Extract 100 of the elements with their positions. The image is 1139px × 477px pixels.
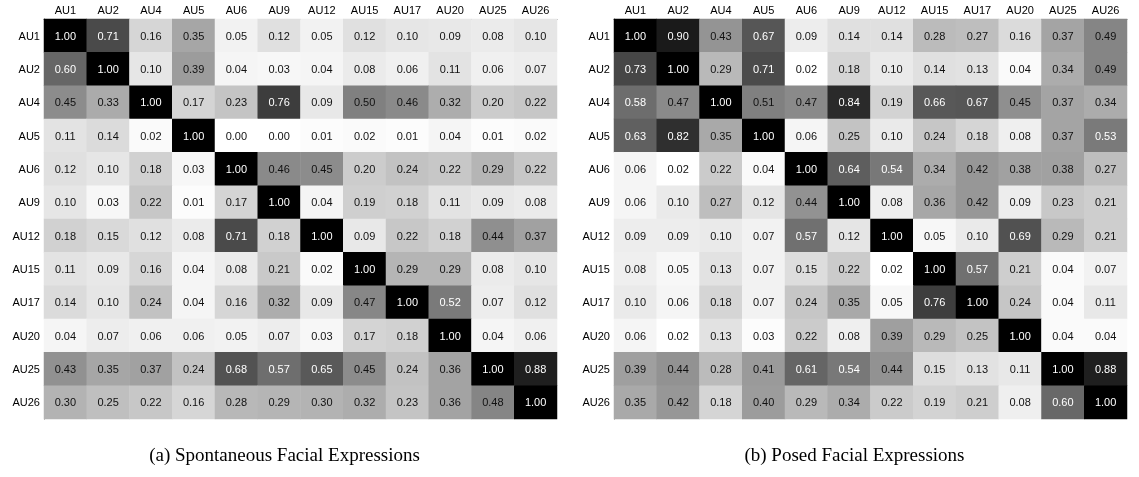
x-tick-label: AU17 [963,3,992,16]
data-label: 0.03 [268,63,290,75]
data-label: 0.02 [667,163,689,175]
data-label: 0.37 [1052,96,1074,109]
data-label: 0.17 [182,96,205,109]
data-label: 1.00 [1052,363,1074,375]
data-label: 0.18 [396,196,419,209]
data-label: 0.53 [1094,129,1117,142]
data-label: 0.09 [1009,196,1031,209]
y-tick-label: AU12 [12,229,40,242]
data-label: 0.24 [396,163,419,175]
x-tick-label: AU20 [1006,3,1034,16]
data-label: 0.06 [524,329,547,342]
data-label: 0.13 [966,363,989,375]
data-label: 0.29 [268,396,290,409]
data-label: 1.00 [482,363,504,375]
data-label: 1.00 [225,163,248,175]
x-tick-label: AU1 [54,3,77,16]
data-label: 0.47 [353,296,376,309]
data-label: 0.90 [667,29,689,42]
data-label: 0.07 [482,296,504,309]
data-label: 0.15 [97,229,119,242]
data-label: 0.15 [923,363,946,375]
data-label: 0.18 [140,163,162,175]
data-label: 0.08 [482,29,504,42]
data-label: 1.00 [140,96,162,109]
y-tick-label: AU1 [18,29,40,42]
data-label: 0.11 [439,63,461,75]
x-tick-label: AU12 [878,3,906,16]
data-label: 1.00 [1094,396,1117,409]
data-label: 0.45 [54,96,77,109]
data-label: 0.66 [923,96,946,109]
data-label: 0.12 [140,229,162,242]
y-tick-label: AU17 [582,296,610,309]
data-label: 0.54 [838,363,860,375]
data-label: 0.02 [140,129,162,142]
data-label: 0.60 [54,63,77,75]
data-label: 0.08 [1009,129,1031,142]
data-label: 0.06 [482,63,504,75]
y-tick-label: AU2 [588,63,610,75]
data-label: 0.47 [667,96,689,109]
data-label: 0.11 [1095,296,1116,309]
data-label: 0.16 [140,263,162,275]
data-label: 0.42 [966,196,989,209]
data-label: 0.16 [1009,29,1031,42]
data-label: 0.08 [624,263,647,275]
data-label: 0.07 [524,63,547,75]
data-label: 0.13 [710,263,732,275]
data-label: 0.34 [1094,96,1117,109]
data-label: 0.33 [97,96,119,109]
data-label: 0.29 [396,263,419,275]
data-label: 0.07 [268,329,290,342]
data-label: 0.24 [795,296,818,309]
data-label: 0.45 [353,363,376,375]
data-label: 0.44 [881,363,903,375]
data-label: 0.14 [881,29,903,42]
data-label: 0.76 [923,296,946,309]
data-label: 0.35 [838,296,860,309]
data-label: 0.18 [396,329,419,342]
data-label: 0.23 [225,96,248,109]
data-label: 0.47 [795,96,818,109]
data-label: 1.00 [795,163,818,175]
data-label: 0.22 [140,396,162,409]
data-label: 0.06 [795,129,818,142]
data-label: 0.29 [1052,229,1074,242]
y-tick-label: AU26 [582,396,610,409]
x-tick-label: AU26 [1091,3,1120,16]
data-label: 0.69 [1009,229,1031,242]
data-label: 0.09 [97,263,119,275]
data-label: 0.32 [439,96,461,109]
data-label: 0.27 [710,196,732,209]
data-label: 0.00 [225,129,248,142]
data-label: 0.04 [311,63,333,75]
data-label: 0.18 [710,396,732,409]
x-tick-label: AU2 [667,3,689,16]
data-label: 0.28 [923,29,946,42]
data-label: 0.21 [966,396,989,409]
data-label: 1.00 [710,96,732,109]
y-tick-label: AU9 [588,196,610,209]
data-label: 0.10 [524,29,547,42]
data-label: 0.10 [624,296,647,309]
data-label: 0.37 [1052,129,1074,142]
x-tick-label: AU25 [479,3,507,16]
data-label: 0.11 [439,196,461,209]
data-label: 0.36 [439,396,461,409]
y-tick-label: AU20 [12,329,40,342]
data-label: 0.03 [97,196,119,209]
data-label: 0.45 [1009,96,1031,109]
data-label: 1.00 [881,229,903,242]
data-label: 0.10 [881,63,903,75]
data-label: 0.18 [710,296,732,309]
data-label: 0.22 [439,163,461,175]
data-label: 0.32 [353,396,376,409]
data-label: 0.32 [268,296,290,309]
data-label: 0.49 [1094,29,1117,42]
y-tick-label: AU4 [18,96,40,109]
data-label: 0.22 [710,163,732,175]
data-label: 0.22 [838,263,860,275]
data-label: 0.08 [838,329,860,342]
data-label: 1.00 [838,196,860,209]
